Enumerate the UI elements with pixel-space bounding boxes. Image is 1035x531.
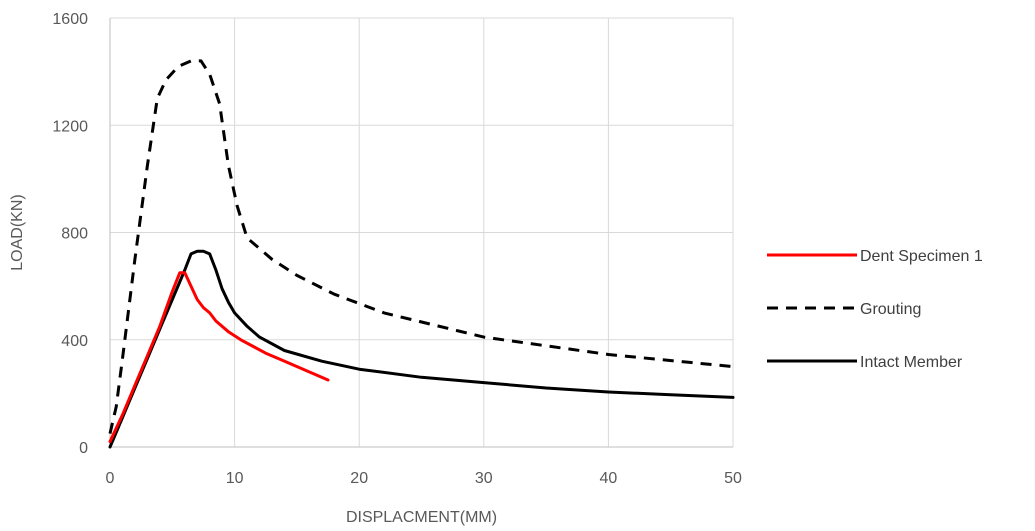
x-tick-label: 20 [350, 470, 368, 487]
y-tick-label: 0 [79, 440, 88, 457]
x-axis-title: DISPLACMENT(MM) [346, 509, 497, 526]
gridlines [110, 17, 734, 447]
y-tick-label: 1600 [52, 11, 88, 28]
x-tick-label: 30 [475, 470, 493, 487]
axes [109, 18, 733, 448]
legend: Dent Specimen 1 Grouting Intact Member [767, 248, 983, 371]
y-tick-label: 800 [61, 226, 88, 243]
y-tick-label: 1200 [52, 118, 88, 135]
legend-label: Intact Member [860, 354, 963, 371]
data-series [108, 59, 735, 449]
x-tick-label: 0 [106, 470, 115, 487]
tick-labels: 0 10 20 30 40 50 0 400 800 1200 1600 [52, 11, 742, 487]
x-tick-label: 10 [226, 470, 244, 487]
x-tick-label: 40 [600, 470, 618, 487]
legend-label: Dent Specimen 1 [860, 248, 983, 265]
x-tick-label: 50 [724, 470, 742, 487]
series-line-intact-member [108, 249, 735, 449]
y-tick-label: 400 [61, 333, 88, 350]
series-line-dent-specimen-1 [108, 271, 330, 444]
legend-label: Grouting [860, 301, 921, 318]
y-axis-title: LOAD(KN) [9, 194, 26, 270]
